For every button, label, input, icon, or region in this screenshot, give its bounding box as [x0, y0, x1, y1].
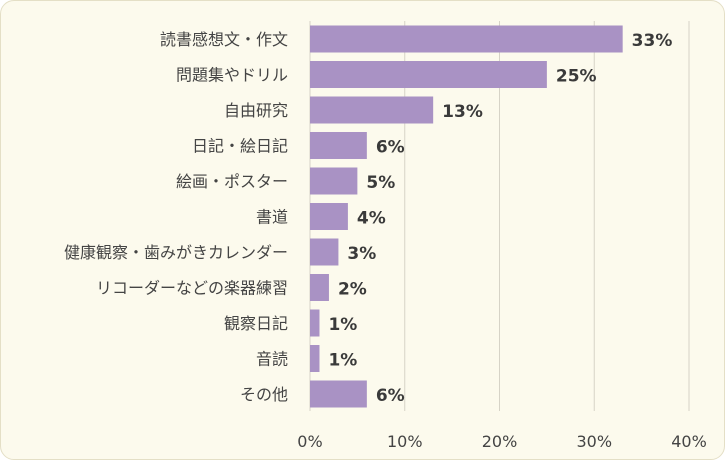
category-label: 自由研究 — [224, 101, 288, 120]
category-label: 観察日記 — [224, 314, 288, 333]
category-label: 日記・絵日記 — [192, 137, 288, 156]
category-label: 読書感想文・作文 — [160, 30, 288, 49]
category-label: 絵画・ポスター — [176, 172, 288, 191]
bar — [310, 345, 320, 372]
category-label: 書道 — [256, 208, 288, 227]
bar — [310, 238, 339, 266]
value-label: 4% — [357, 209, 386, 229]
category-label: その他 — [240, 385, 288, 404]
value-label: 2% — [338, 280, 367, 300]
bar — [310, 167, 358, 195]
value-label: 13% — [442, 102, 483, 122]
x-tick-label: 0% — [297, 432, 322, 451]
value-label: 1% — [328, 351, 357, 371]
bar — [310, 61, 547, 88]
bar — [310, 203, 348, 230]
bar — [310, 274, 329, 301]
value-label: 5% — [366, 173, 395, 193]
bar — [310, 132, 367, 159]
value-label: 33% — [632, 31, 673, 51]
category-label: 音読 — [256, 350, 288, 369]
bar — [310, 380, 367, 408]
category-label: 健康観察・歯みがきカレンダー — [64, 243, 288, 262]
value-label: 3% — [347, 244, 376, 264]
category-label: 問題集やドリル — [176, 66, 288, 85]
x-tick-label: 20% — [482, 432, 518, 451]
bar — [310, 309, 320, 337]
bar — [310, 96, 434, 124]
category-label: リコーダーなどの楽器練習 — [96, 279, 288, 298]
x-tick-label: 30% — [576, 432, 612, 451]
value-label: 6% — [376, 138, 405, 158]
value-label: 6% — [376, 386, 405, 406]
bar — [310, 25, 623, 53]
value-label: 25% — [556, 67, 597, 87]
x-tick-label: 10% — [387, 432, 423, 451]
value-label: 1% — [328, 315, 357, 335]
x-tick-label: 40% — [671, 432, 707, 451]
